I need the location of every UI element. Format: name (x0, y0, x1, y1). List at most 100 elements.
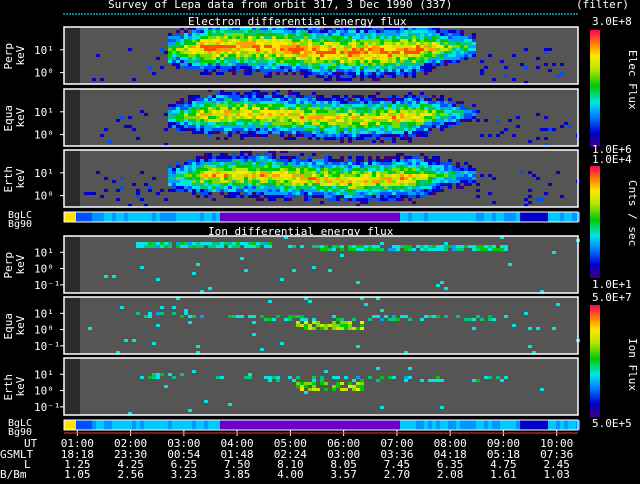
y-tick-label: 10⁰ (34, 324, 54, 337)
y-tick-label: 10⁻¹ (34, 401, 61, 414)
electron-spectrogram-erth (84, 150, 580, 207)
y-tick-label: 10¹ (34, 368, 54, 381)
footer-value: 2.45 (543, 458, 570, 471)
footer-row-label: GSMLT (0, 448, 33, 461)
footer-value: 3.85 (224, 468, 251, 480)
footer-value: 3.23 (171, 468, 198, 480)
electron-panel-label: Equa (2, 105, 15, 132)
footer-value: 03:36 (380, 448, 413, 461)
footer-value: 7.45 (384, 458, 411, 471)
footer-value: 05:18 (487, 448, 520, 461)
counts-colorbar: 1.0E+4 1.0E+1 Cnts / sec (590, 153, 639, 291)
footer-value: 8.05 (330, 458, 357, 471)
footer-value: 03:00 (167, 437, 200, 450)
ion-spectrogram-perp (104, 236, 580, 293)
elec-colorbar-max: 3.0E+8 (592, 15, 632, 28)
ion-spectrogram-equa (88, 297, 580, 354)
electron-panel-unit: keV (14, 168, 27, 188)
footer-value: 18:18 (61, 448, 94, 461)
bg90-label: Bg90 (8, 427, 32, 438)
electron-panel-label: Perp (2, 43, 15, 70)
y-tick-label: 10⁰ (34, 263, 54, 276)
electron-panel-unit: keV (14, 107, 27, 127)
footer-value: 4.75 (490, 458, 517, 471)
footer-value: 03:00 (327, 448, 360, 461)
footer-row-label: UT (24, 437, 38, 450)
electron-panel-erth: Erth keV 10¹ 10⁰ (2, 149, 580, 208)
y-tick-label: 10⁰ (34, 385, 54, 398)
footer-value: 1.03 (543, 468, 570, 480)
footer-value: 08:00 (434, 437, 467, 450)
counts-colorbar-label: Cnts / sec (626, 180, 639, 246)
counts-colorbar-min: 1.0E+1 (592, 278, 632, 291)
ion-panel-unit: keV (14, 315, 27, 335)
y-tick-label: 10⁰ (34, 190, 54, 203)
y-tick-label: 10¹ (34, 167, 54, 180)
footer-value: 2.56 (117, 468, 144, 480)
ion-panel-erth: Erth keV 10¹ 10⁰ 10⁻¹ (2, 357, 579, 416)
electron-panel-unit: keV (14, 45, 27, 65)
ion-panel-unit: keV (14, 254, 27, 274)
footer-value: 00:54 (167, 448, 200, 461)
y-tick-label: 10¹ (34, 106, 54, 119)
y-tick-label: 10⁻¹ (34, 340, 61, 353)
electron-panel-label: Erth (2, 166, 15, 193)
footer-value: 2.70 (384, 468, 411, 480)
footer-value: 02:24 (274, 448, 307, 461)
ion-panel-perp: Perp keV 10¹ 10⁰ 10⁻¹ (2, 235, 580, 294)
electron-panel-equa: Equa keV 10¹ 10⁰ (2, 88, 580, 147)
footer-value: 04:18 (434, 448, 467, 461)
top-time-ticks (63, 13, 578, 15)
footer-value: 06:00 (327, 437, 360, 450)
footer-value: 01:48 (221, 448, 254, 461)
footer-value: 2.08 (437, 468, 464, 480)
footer-value: 1.05 (64, 468, 91, 480)
footer-row-label: B/Bm (0, 468, 27, 480)
ion-colorbar-scale (590, 305, 600, 417)
footer-value: 04:00 (221, 437, 254, 450)
ion-spectrogram-erth (128, 367, 544, 415)
bg90-label: Bg90 (8, 219, 32, 230)
y-tick-label: 10⁰ (34, 129, 54, 142)
y-tick-label: 10⁰ (34, 67, 54, 80)
counts-colorbar-max: 1.0E+4 (592, 153, 632, 166)
counts-colorbar-scale (590, 166, 600, 278)
electron-section-title: Electron differential energy flux (188, 15, 407, 28)
ion-panel-unit: keV (14, 376, 27, 396)
elec-colorbar-label: Elec Flux (626, 50, 639, 110)
electron-spectrogram-perp (92, 27, 564, 84)
ephemeris-footer: UT 01:00 02:00 03:00 04:00 05:00 06:00 07:00 08:… (0, 430, 578, 481)
elec-colorbar-min: 1.0E+6 (592, 143, 632, 156)
y-tick-label: 10¹ (34, 307, 54, 320)
filter-label: (filter) (576, 0, 629, 11)
footer-value: 05:00 (274, 437, 307, 450)
elec-colorbar: 3.0E+8 1.0E+6 Elec Flux (590, 15, 639, 156)
footer-value: 01:00 (61, 437, 94, 450)
footer-value: 07:00 (380, 437, 413, 450)
bglc-label: BgLC (8, 418, 32, 429)
footer-value: 7.50 (224, 458, 251, 471)
electron-panel-perp: Perp keV 10¹ 10⁰ (2, 26, 579, 85)
ion-panel-label: Equa (2, 313, 15, 340)
footer-value: 02:00 (114, 437, 147, 450)
ion-colorbar-min: 5.0E+5 (592, 417, 632, 430)
footer-value: 4.25 (117, 458, 144, 471)
ion-colorbar: 5.0E+7 5.0E+5 Ion Flux (590, 291, 639, 430)
ion-section-title: Ion differential energy flux (208, 225, 394, 238)
bglc-label: BgLC (8, 210, 32, 221)
footer-value: 6.25 (171, 458, 198, 471)
footer-value: 4.00 (277, 468, 304, 480)
footer-value: 23:30 (114, 448, 147, 461)
ion-colorbar-max: 5.0E+7 (592, 291, 632, 304)
footer-value: 07:36 (540, 448, 573, 461)
footer-value: 3.57 (330, 468, 357, 480)
y-tick-label: 10¹ (34, 246, 54, 259)
ion-colorbar-label: Ion Flux (626, 338, 639, 391)
electron-spectrogram-equa (100, 89, 580, 146)
y-tick-label: 10⁻¹ (34, 279, 61, 292)
